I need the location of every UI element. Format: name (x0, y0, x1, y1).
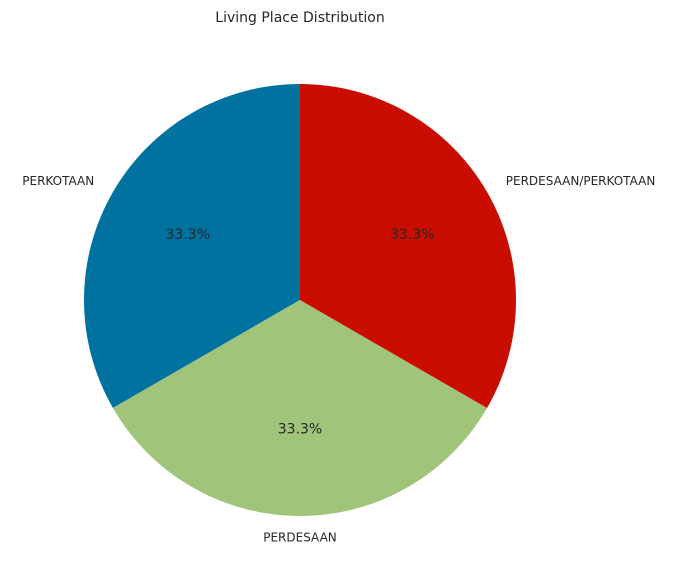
pie-slices (84, 84, 516, 516)
pie-category-label: PERDESAAN (263, 531, 337, 545)
pie-slice-perdesaan (112, 300, 488, 516)
pie-percent-label: 33.3% (166, 227, 210, 243)
pie-percent-label: 33.3% (278, 422, 322, 438)
chart-title: Living Place Distribution (215, 10, 384, 26)
pie-percent-label: 33.3% (390, 227, 434, 243)
pie-category-label: PERKOTAAN (22, 174, 94, 188)
pie-category-label: PERDESAAN/PERKOTAAN (506, 174, 656, 188)
pie-slice-perkotaan (84, 84, 300, 408)
pie-slice-perdesaan-perkotaan (300, 84, 516, 408)
pie-labels: 33.3% PERKOTAAN 33.3% PERDESAAN 33.3% PERDESA… (22, 174, 655, 544)
